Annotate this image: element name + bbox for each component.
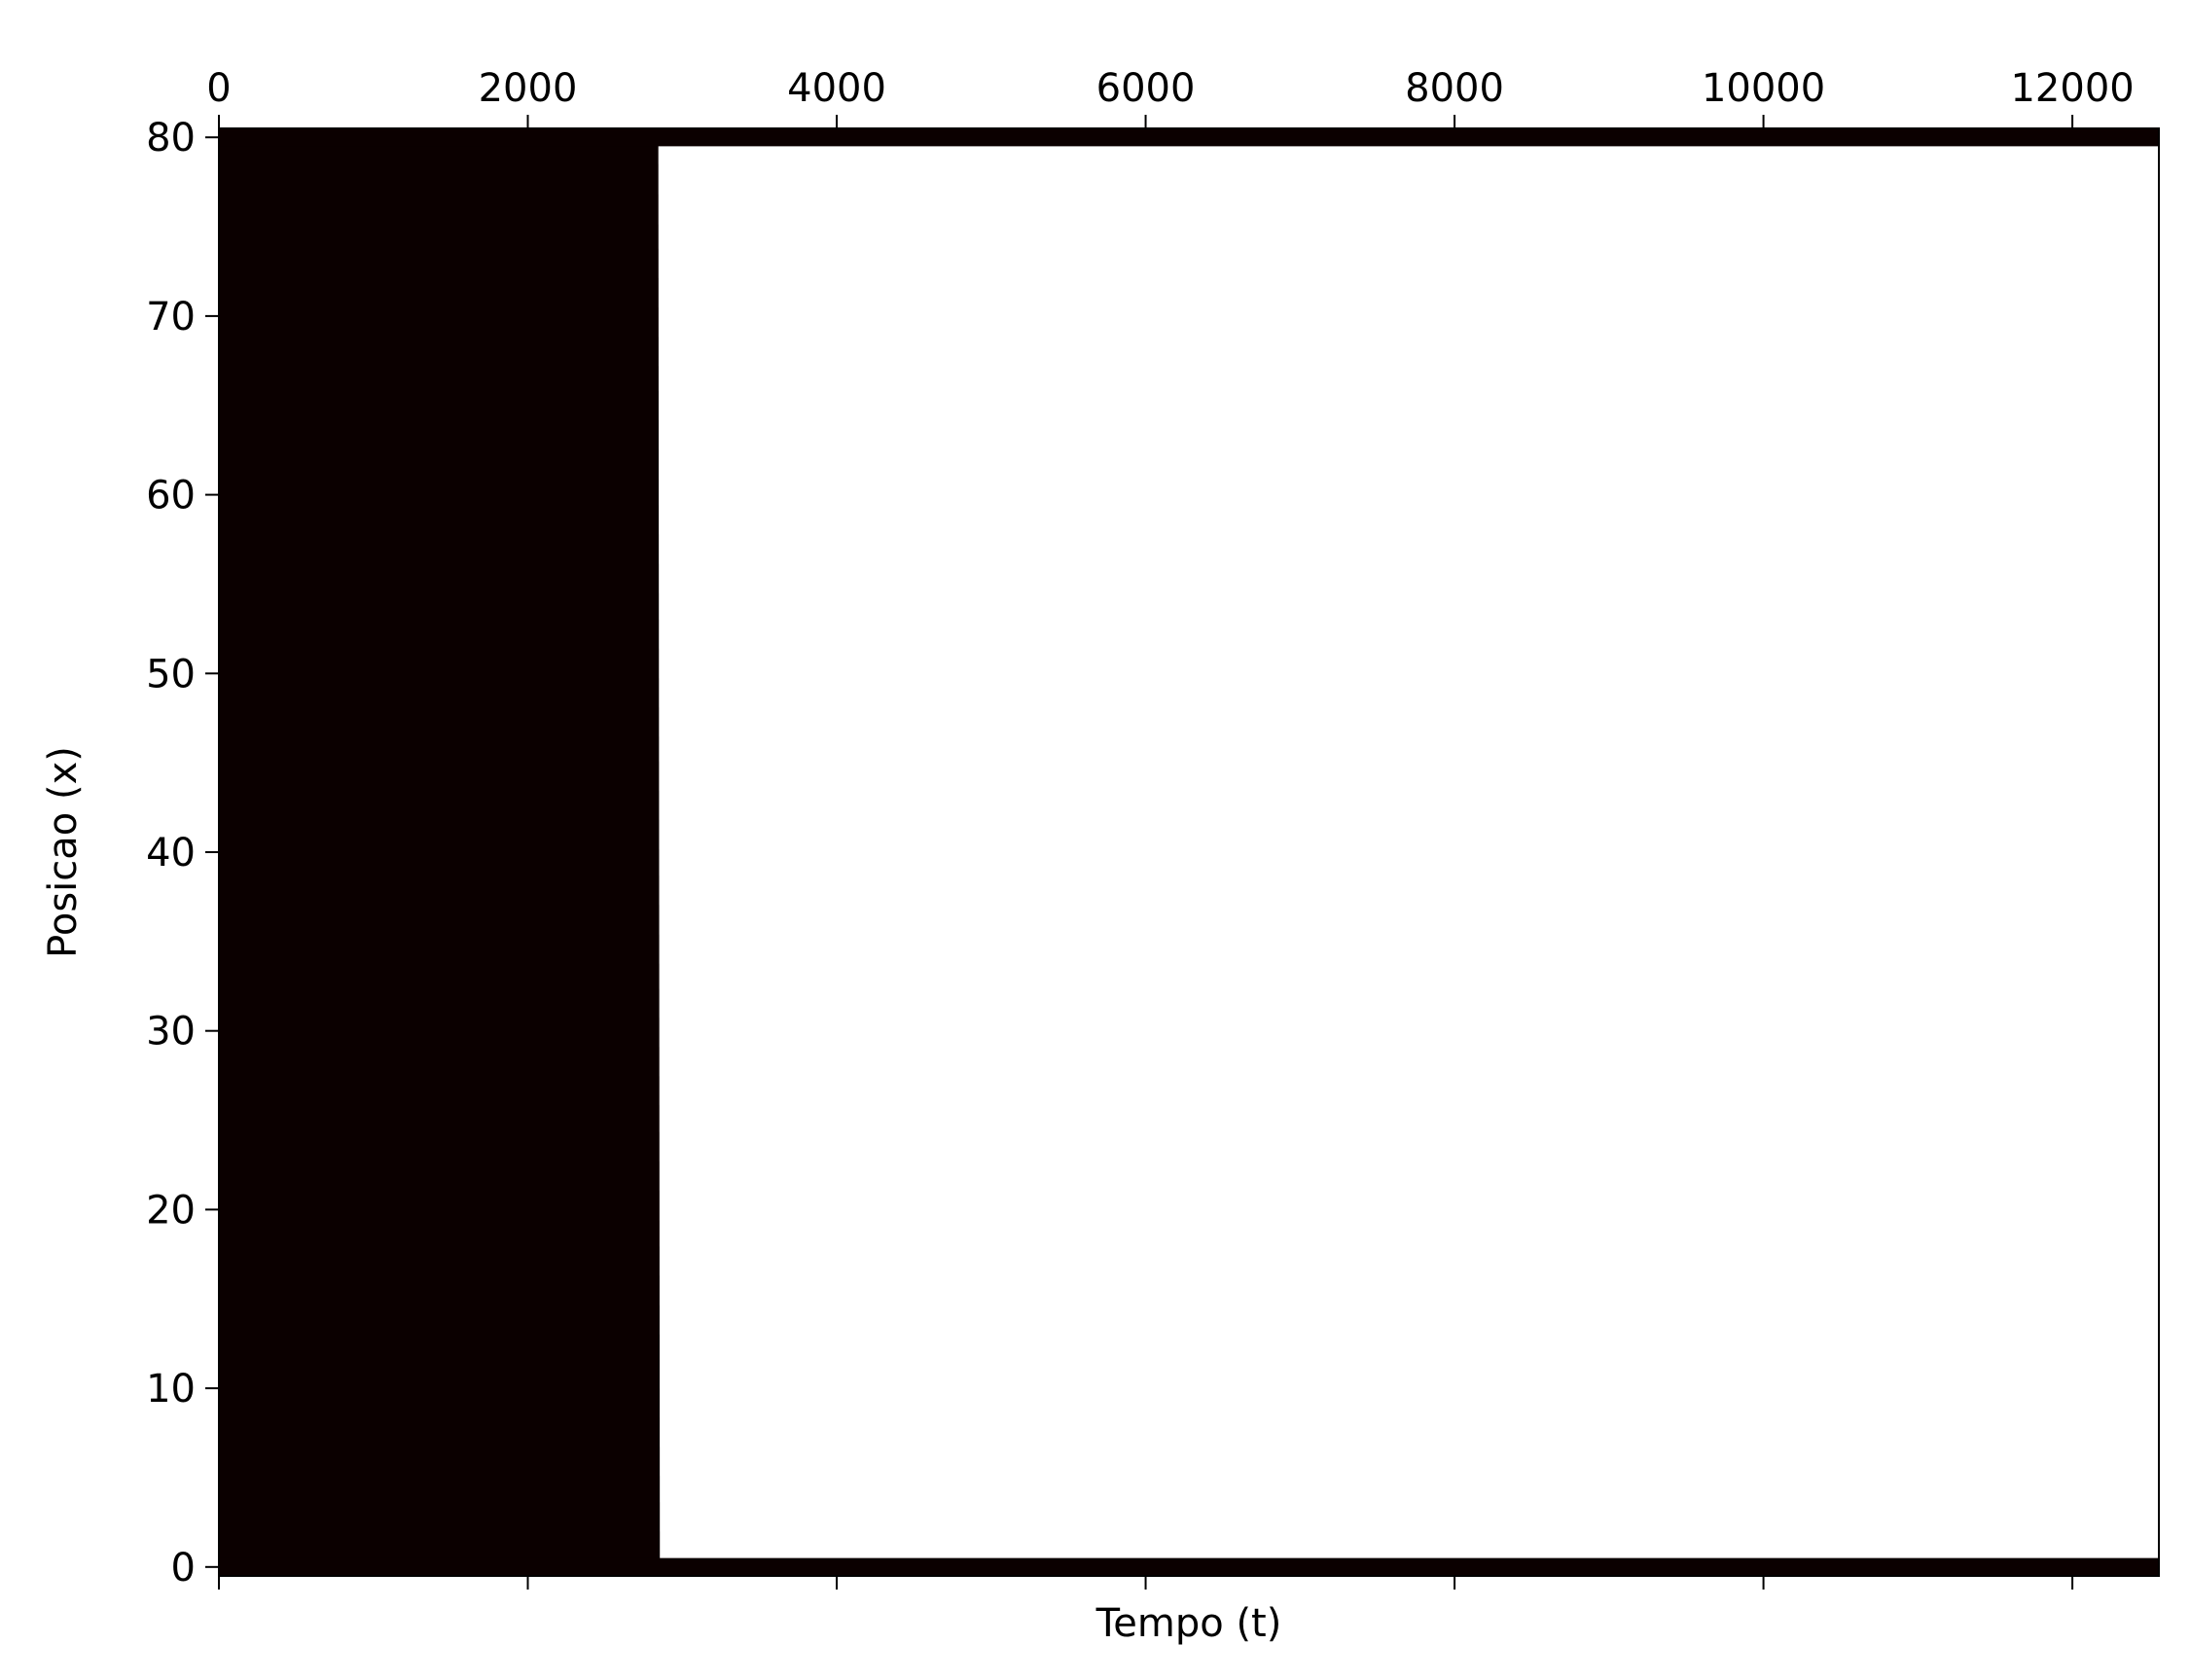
y-tick-label: 60 — [146, 474, 196, 518]
x-tick-label: 0 — [206, 66, 231, 111]
y-tick-label: 80 — [146, 116, 196, 161]
y-tick-label: 20 — [146, 1188, 196, 1233]
y-tick-label: 50 — [146, 652, 196, 697]
heatmap-regions — [219, 128, 2159, 1576]
x-tick-label: 2000 — [479, 66, 578, 111]
x-tick-label: 8000 — [1405, 66, 1504, 111]
x-tick-label: 4000 — [787, 66, 886, 111]
x-axis: 0 2000 4000 6000 8000 10000 12000 — [206, 66, 2135, 1590]
y-tick-label: 70 — [146, 295, 196, 340]
y-tick-label: 40 — [146, 831, 196, 876]
y-tick-label: 0 — [171, 1546, 196, 1591]
x-axis-label: Tempo (t) — [1095, 1601, 1282, 1646]
y-axis: 0 10 20 30 40 50 60 70 80 — [146, 116, 219, 1591]
top-boundary-band — [219, 128, 2159, 147]
x-tick-label: 6000 — [1096, 66, 1196, 111]
bottom-boundary-band — [219, 1557, 2159, 1576]
y-tick-label: 30 — [146, 1010, 196, 1054]
y-axis-label: Posicao (x) — [41, 746, 86, 958]
filled-block — [219, 128, 661, 1576]
x-tick-label: 10000 — [1702, 66, 1825, 111]
x-tick-label: 12000 — [2010, 66, 2134, 111]
y-tick-label: 10 — [146, 1367, 196, 1412]
